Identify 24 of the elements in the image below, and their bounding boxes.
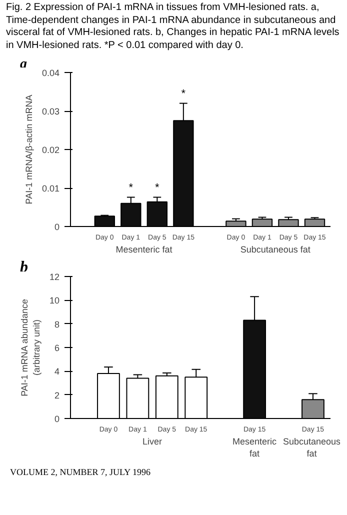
series-label: Subcutaneous fat (240, 244, 311, 254)
y-tick-label: 10 (49, 295, 60, 306)
y-tick-label: 2 (54, 390, 60, 400)
y-tick-label: 0 (54, 222, 60, 232)
y-tick-label: 8 (54, 318, 60, 329)
data-label: * (181, 88, 186, 100)
text: Mesenteric fat (116, 244, 173, 254)
y-tick-label: 0.03 (42, 106, 60, 116)
y-tick-label: 6 (54, 342, 60, 353)
y-axis-title: PAI-1 mRNA abundance (arbitrary unit) (19, 298, 42, 396)
data-label: * (155, 182, 160, 194)
data-label: * (128, 182, 134, 194)
y-tick-label: 0 (54, 414, 60, 424)
text: VOLUME 2, NUMBER 7, JULY 1996 (10, 466, 151, 478)
y-tick-label: 0.01 (42, 183, 60, 194)
chart-title: Fig. 2 Expression of PAI-1 mRNA in tissues from VMH-lesioned rats. a, Time-dependent changes in PAI-1 mRNA abundance in subcutaneous and visceral fat of VMH-lesioned rats. b, Changes in hepatic PAI-1 mRNA levels in VMH-lesioned rats. *P < 0.01 compared with day 0. (6, 2, 340, 52)
text: Subcutaneous fat (282, 436, 341, 458)
y-tick-label: 4 (54, 366, 60, 376)
text: Mesenteric fat (232, 436, 278, 458)
series-label: Liver (142, 436, 162, 446)
y-tick-label: 0.04 (42, 68, 60, 78)
y-axis-title: PAI-1 mRNA/β-actin mRNA (24, 94, 34, 204)
y-tick-label: 12 (49, 272, 60, 282)
y-tick-label: 0.02 (42, 144, 60, 155)
